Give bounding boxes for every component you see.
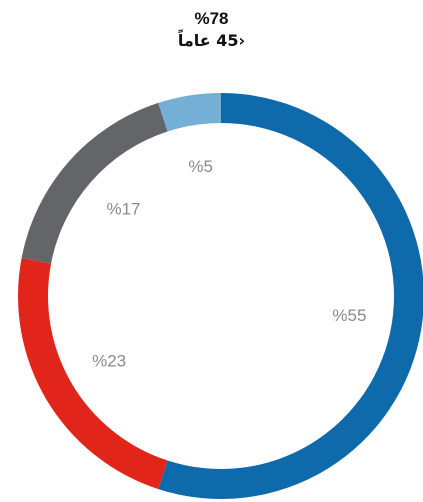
- slice-label-17: %17: [106, 200, 140, 219]
- donut-slice-23: [17, 257, 168, 490]
- chart-title-block: %78 ‹45 عاماً: [0, 8, 423, 52]
- chart-title: %78: [194, 9, 229, 28]
- chart-subtitle: ‹45 عاماً: [177, 31, 246, 50]
- slice-label-23: %23: [92, 352, 126, 371]
- donut-slice-55: [158, 93, 423, 499]
- donut-slice-17: [21, 102, 168, 264]
- slice-label-55: %55: [332, 306, 366, 325]
- slice-label-5: %5: [188, 157, 213, 176]
- donut-slice-5: [158, 93, 221, 132]
